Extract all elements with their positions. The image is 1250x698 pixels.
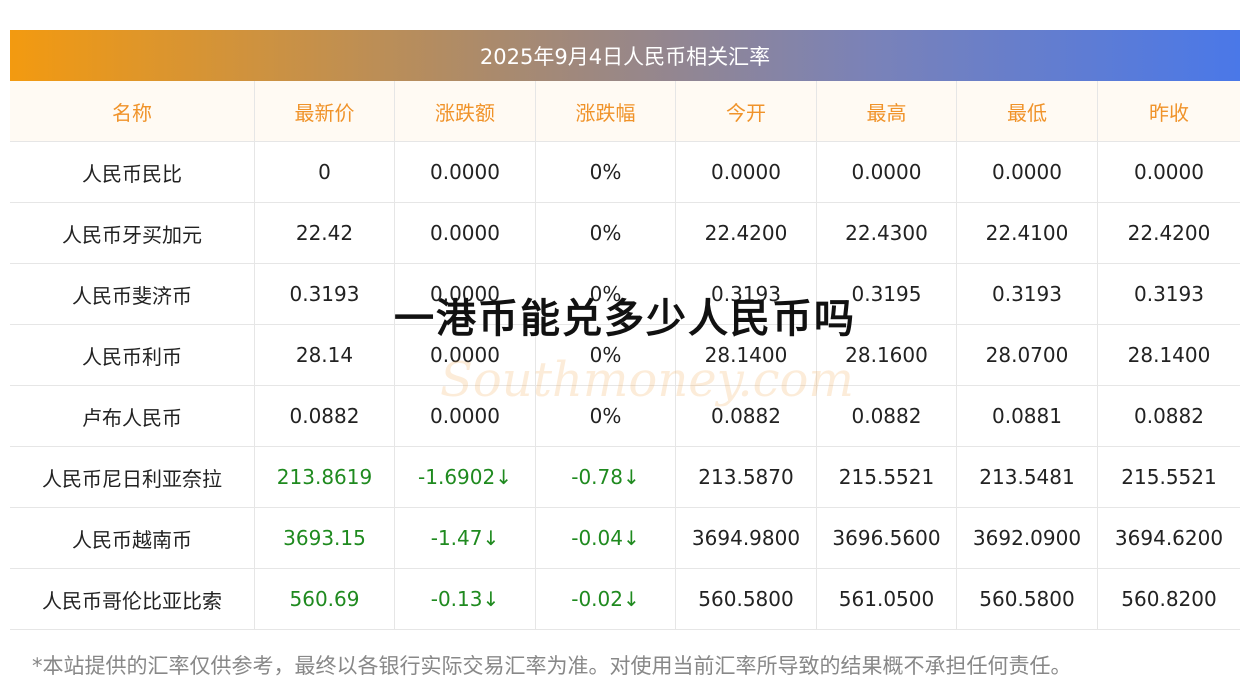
rate-cell: 0.0000 <box>676 142 817 202</box>
column-header: 最高 <box>817 81 957 141</box>
rate-cell: 0.0882 <box>676 386 817 446</box>
rate-cell: 28.1600 <box>817 325 957 385</box>
currency-name: 人民币利币 <box>10 325 255 385</box>
rate-cell: -0.02↓ <box>536 569 676 629</box>
rate-cell: 0.0882 <box>817 386 957 446</box>
rate-cell: 0.0000 <box>395 386 536 446</box>
rate-cell: 3692.0900 <box>957 508 1098 568</box>
headline: 一港币能兑多少人民币吗 <box>394 296 856 342</box>
footnote: *本站提供的汇率仅供参考，最终以各银行实际交易汇率为准。对使用当前汇率所导致的结… <box>32 654 1072 678</box>
rate-cell: -0.04↓ <box>536 508 676 568</box>
rate-cell: 22.4100 <box>957 203 1098 263</box>
rate-cell: 0.0882 <box>255 386 395 446</box>
rate-cell: 3694.6200 <box>1114 526 1224 550</box>
rate-cell: 22.4200 <box>1127 221 1211 245</box>
table-row: 人民币利币 28.14 0.0000 0% 28.1400 28.1600 28.0700 2… <box>10 325 1240 386</box>
rate-cell: 0.0000 <box>395 325 536 385</box>
currency-name: 人民币哥伦比亚比索 <box>10 569 255 629</box>
rate-cell: 0.3193 <box>255 264 395 324</box>
rate-cell: 213.5870 <box>676 447 817 507</box>
table-row: 人民币牙买加元 22.42 0.0000 0% 22.4200 22.4300 22.410… <box>10 203 1240 264</box>
rate-cell: 3694.9800 <box>676 508 817 568</box>
rate-cell: 560.5800 <box>676 569 817 629</box>
rate-cell: 0% <box>536 264 676 324</box>
rate-cell: 0.3193 <box>676 264 817 324</box>
currency-name: 人民币越南币 <box>10 508 255 568</box>
rate-table: 名称 最新价 涨跌额 涨跌幅 今开 最高 最低 昨收 人民币民比 0 0.0000 0% 0.0000 0… <box>10 81 1240 630</box>
rate-cell: 0% <box>536 142 676 202</box>
rate-cell: 215.5521 <box>1121 465 1217 489</box>
rate-cell: -1.6902↓ <box>395 447 536 507</box>
rate-cell: 22.4200 <box>676 203 817 263</box>
rate-cell: 3693.15 <box>255 508 395 568</box>
watermark: Southmoney.com <box>440 352 854 408</box>
rate-cell: -0.13↓ <box>395 569 536 629</box>
currency-name: 人民币尼日利亚奈拉 <box>10 447 255 507</box>
column-header: 名称 <box>10 81 255 141</box>
rate-cell: 28.1400 <box>1127 343 1211 367</box>
table-row: 人民币尼日利亚奈拉 213.8619 -1.6902↓ -0.78↓ 213.5870 2… <box>10 447 1240 508</box>
currency-name: 人民币民比 <box>10 142 255 202</box>
rate-cell: 0.3193 <box>1134 282 1204 306</box>
header-row: 名称 最新价 涨跌额 涨跌幅 今开 最高 最低 昨收 <box>10 81 1240 142</box>
rate-cell: 213.8619 <box>255 447 395 507</box>
rate-cell: 0 <box>255 142 395 202</box>
table-row: 人民币斐济币 0.3193 0.0000 0% 0.3193 0.3195 0.3193 0.… <box>10 264 1240 325</box>
currency-name: 人民币斐济币 <box>10 264 255 324</box>
rate-cell: 0% <box>536 325 676 385</box>
table-row: 人民币越南币 3693.15 -1.47↓ -0.04↓ 3694.9800 3696.5… <box>10 508 1240 569</box>
rate-cell: 22.4300 <box>817 203 957 263</box>
table-row: 人民币哥伦比亚比索 560.69 -0.13↓ -0.02↓ 560.5800 561.0… <box>10 569 1240 630</box>
rate-cell: 560.69 <box>255 569 395 629</box>
rate-cell: 0.0000 <box>395 264 536 324</box>
column-header: 涨跌幅 <box>536 81 676 141</box>
rate-cell: 0.3195 <box>817 264 957 324</box>
rate-cell: 561.0500 <box>817 569 957 629</box>
rate-cell: 28.0700 <box>957 325 1098 385</box>
rate-cell: -0.78↓ <box>536 447 676 507</box>
rate-cell: 0.0882 <box>1134 404 1204 428</box>
column-header: 涨跌额 <box>395 81 536 141</box>
rate-cell: 22.42 <box>255 203 395 263</box>
rate-cell: 3696.5600 <box>817 508 957 568</box>
rate-cell: 0.0000 <box>395 203 536 263</box>
rate-cell: 0% <box>536 386 676 446</box>
table-title: 2025年9月4日人民币相关汇率 <box>10 30 1240 81</box>
rate-cell: 0.0000 <box>817 142 957 202</box>
rate-cell: 28.1400 <box>676 325 817 385</box>
column-header: 昨收 <box>1149 100 1189 125</box>
column-header: 最低 <box>957 81 1098 141</box>
currency-name: 人民币牙买加元 <box>10 203 255 263</box>
rate-cell: 215.5521 <box>817 447 957 507</box>
rate-cell: 560.8200 <box>1121 587 1217 611</box>
table-row: 卢布人民币 0.0882 0.0000 0% 0.0882 0.0882 0.0881 0.0… <box>10 386 1240 447</box>
rate-cell: 0.0000 <box>1134 160 1204 184</box>
column-header: 今开 <box>676 81 817 141</box>
rate-cell: 0.0881 <box>957 386 1098 446</box>
rate-cell: 213.5481 <box>957 447 1098 507</box>
rate-cell: -1.47↓ <box>395 508 536 568</box>
rate-cell: 0.3193 <box>957 264 1098 324</box>
column-header: 最新价 <box>255 81 395 141</box>
rate-cell: 0% <box>536 203 676 263</box>
rate-cell: 28.14 <box>255 325 395 385</box>
rate-cell: 0.0000 <box>957 142 1098 202</box>
rate-cell: 560.5800 <box>957 569 1098 629</box>
rate-cell: 0.0000 <box>395 142 536 202</box>
currency-name: 卢布人民币 <box>10 386 255 446</box>
table-row: 人民币民比 0 0.0000 0% 0.0000 0.0000 0.0000 0.0000 <box>10 142 1240 203</box>
